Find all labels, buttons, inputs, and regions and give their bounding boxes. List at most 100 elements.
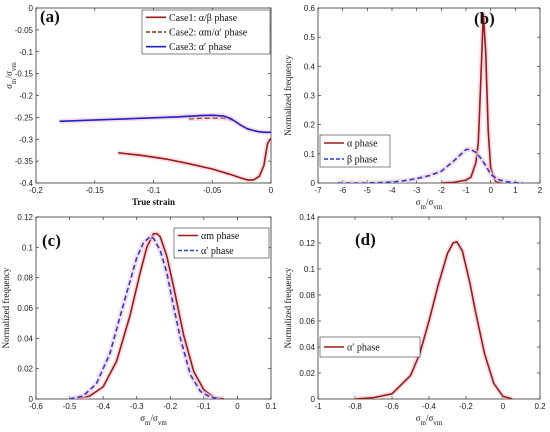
x-tick-label: -2 <box>438 186 446 195</box>
panel-a: -0.2 -0.15 -0.1 -0.05 0 -0.4 -0.35 -0.3 -0.25 -0.… <box>4 4 274 207</box>
x-tick-label: 0.2 <box>534 402 546 411</box>
x-tick-label: 2 <box>538 186 543 195</box>
series-line <box>69 235 221 399</box>
series-glow <box>441 11 504 183</box>
panel-label: (d) <box>355 230 376 249</box>
y-tick-label: -0.2 <box>19 92 33 101</box>
legend-label: αm phase <box>201 231 240 242</box>
x-tick-label: -0.2 <box>163 402 177 411</box>
panel-label: (a) <box>40 7 60 26</box>
y-tick-label: 0.08 <box>299 291 315 300</box>
legend-label: Case1: α/β phase <box>169 13 238 24</box>
plot-frame <box>317 216 541 400</box>
y-tick-label: 0 <box>311 395 316 404</box>
y-tick-label: 0.04 <box>299 343 315 352</box>
x-tick-label: -0.2 <box>29 186 43 195</box>
legend-label: α′ phase <box>201 246 234 257</box>
legend-box <box>173 227 270 259</box>
panel-label: (c) <box>42 231 61 250</box>
legend-box <box>319 134 391 168</box>
y-tick-label: 0.14 <box>299 213 315 222</box>
x-tick-label: -6 <box>339 186 347 195</box>
x-tick-label: 1 <box>513 186 518 195</box>
series-line <box>337 148 523 183</box>
x-tick-label: -0.05 <box>203 186 222 195</box>
series-line <box>441 13 504 183</box>
legend-label: α phase <box>347 139 378 150</box>
x-tick-label: -0.3 <box>130 402 144 411</box>
y-tick-label: 0.06 <box>17 304 33 313</box>
y-tick-label: -0.15 <box>15 70 34 79</box>
y-tick-label: -0.1 <box>19 48 33 57</box>
x-tick-label: -0.8 <box>348 402 362 411</box>
x-axis-label: σm/σvm <box>416 197 443 211</box>
series-group <box>59 112 271 183</box>
x-tick-label: 0 <box>235 402 240 411</box>
y-tick-label: 0.06 <box>299 317 315 326</box>
x-tick-label: -0.5 <box>63 402 77 411</box>
y-tick-label: -0.05 <box>15 26 34 35</box>
series-group <box>354 239 513 399</box>
x-axis-label: σm/σvm <box>416 413 443 427</box>
y-tick-label: 0.3 <box>304 92 316 101</box>
x-axis-label: True strain <box>132 197 175 207</box>
x-tick-label: -0.4 <box>422 402 436 411</box>
legend: Case1: α/β phase Case2: αm/α′ phase Case3:… <box>141 9 271 55</box>
x-tick-label: -0.6 <box>385 402 399 411</box>
x-tick-label: 0.1 <box>265 402 277 411</box>
y-tick-label: -0.35 <box>15 157 34 166</box>
y-tick-label: 0.1 <box>304 265 316 274</box>
y-tick-label: 0.2 <box>304 121 316 130</box>
y-tick-label: 0.12 <box>17 213 33 222</box>
series-line <box>118 137 271 181</box>
y-axis-label: Normalized frequency <box>1 267 11 348</box>
y-tick-label: 0.02 <box>299 369 315 378</box>
y-tick-label: 0.04 <box>17 334 33 343</box>
series-glow <box>118 137 271 183</box>
y-tick-label: -0.4 <box>19 179 33 188</box>
y-tick-label: 0.4 <box>304 62 316 71</box>
series-glow <box>354 239 513 399</box>
y-axis-label: Normalized frequency <box>283 55 293 136</box>
x-tick-label: -1 <box>314 402 322 411</box>
x-tick-label: -0.1 <box>197 402 211 411</box>
y-tick-label: 0 <box>311 179 316 188</box>
x-tick-label: -0.4 <box>96 402 110 411</box>
y-tick-label: 0.08 <box>17 274 33 283</box>
x-tick-label: -3 <box>413 186 421 195</box>
y-tick-label: 0.5 <box>304 33 316 42</box>
series-group <box>69 231 225 399</box>
x-tick-label: -5 <box>364 186 372 195</box>
legend: α′ phase <box>319 336 421 358</box>
legend-box <box>319 336 421 358</box>
panel-b: -7 -6 -5 -4 -3 -2 -1 0 1 2 0 0.1 0.2 0.3 0.4 0.5 0.6 σm/σ… <box>283 4 543 211</box>
x-tick-label: -0.1 <box>147 186 161 195</box>
series-line <box>76 232 225 399</box>
panel-d: -1 -0.8 -0.6 -0.4 -0.2 0 0.2 0 0.02 0.04 0.06 0.08 0… <box>283 213 546 427</box>
y-tick-label: 0.6 <box>304 4 316 13</box>
y-axis-label: σm/σvm <box>4 62 18 89</box>
y-tick-label: 0.1 <box>22 243 34 252</box>
legend-label: β phase <box>347 155 378 166</box>
x-tick-label: 0 <box>488 186 493 195</box>
y-axis-label: Normalized frequency <box>283 267 293 348</box>
y-tick-label: 0.12 <box>299 239 315 248</box>
series-line <box>59 114 271 134</box>
panel-label: (b) <box>474 9 495 28</box>
x-tick-label: 0 <box>269 186 274 195</box>
y-tick-label: -0.3 <box>19 135 33 144</box>
x-tick-label: -0.6 <box>29 402 43 411</box>
x-axis-label: σm/σvm <box>140 413 167 427</box>
x-tick-label: -0.2 <box>459 402 473 411</box>
y-tick-label: 0 <box>29 395 34 404</box>
y-tick-label: 0 <box>29 4 34 13</box>
y-tick-label: 0.02 <box>17 365 33 374</box>
x-tick-label: 0 <box>501 402 506 411</box>
x-tick-label: -1 <box>462 186 470 195</box>
legend-label: Case2: αm/α′ phase <box>169 28 248 39</box>
x-tick-label: -7 <box>314 186 322 195</box>
y-tick-label: 0.1 <box>304 150 316 159</box>
x-tick-label: -0.15 <box>86 186 105 195</box>
y-tick-label: -0.25 <box>15 113 34 122</box>
x-tick-label: -4 <box>388 186 396 195</box>
